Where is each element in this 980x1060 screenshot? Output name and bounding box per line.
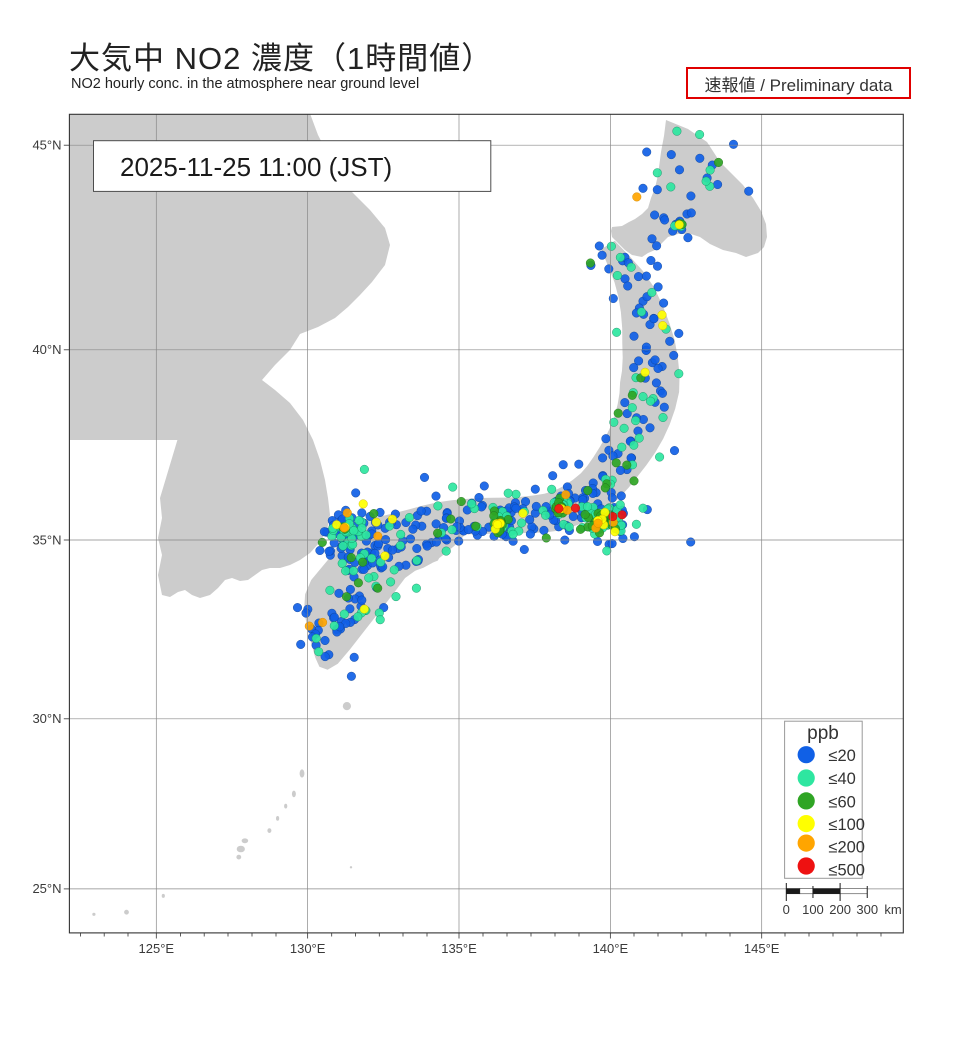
svg-text:100: 100: [802, 902, 824, 917]
svg-text:125°E: 125°E: [139, 941, 175, 956]
svg-text:130°E: 130°E: [290, 941, 326, 956]
svg-text:45°N: 45°N: [32, 138, 61, 153]
svg-text:≤200: ≤200: [828, 839, 865, 857]
svg-text:km: km: [884, 902, 901, 917]
svg-text:30°N: 30°N: [32, 711, 61, 726]
svg-text:≤500: ≤500: [828, 862, 865, 880]
svg-text:0: 0: [783, 902, 790, 917]
svg-text:200: 200: [829, 902, 851, 917]
svg-text:ppb: ppb: [807, 723, 839, 744]
svg-text:≤40: ≤40: [828, 770, 855, 788]
svg-text:145°E: 145°E: [744, 941, 780, 956]
svg-text:35°N: 35°N: [32, 532, 61, 547]
svg-text:≤60: ≤60: [828, 793, 855, 811]
svg-text:40°N: 40°N: [32, 342, 61, 357]
svg-text:25°N: 25°N: [32, 881, 61, 896]
svg-text:135°E: 135°E: [441, 941, 477, 956]
svg-text:140°E: 140°E: [593, 941, 629, 956]
svg-text:300: 300: [856, 902, 878, 917]
svg-text:≤20: ≤20: [828, 747, 855, 765]
svg-text:2025-11-25 11:00 (JST): 2025-11-25 11:00 (JST): [120, 152, 392, 182]
svg-text:≤100: ≤100: [828, 816, 865, 834]
